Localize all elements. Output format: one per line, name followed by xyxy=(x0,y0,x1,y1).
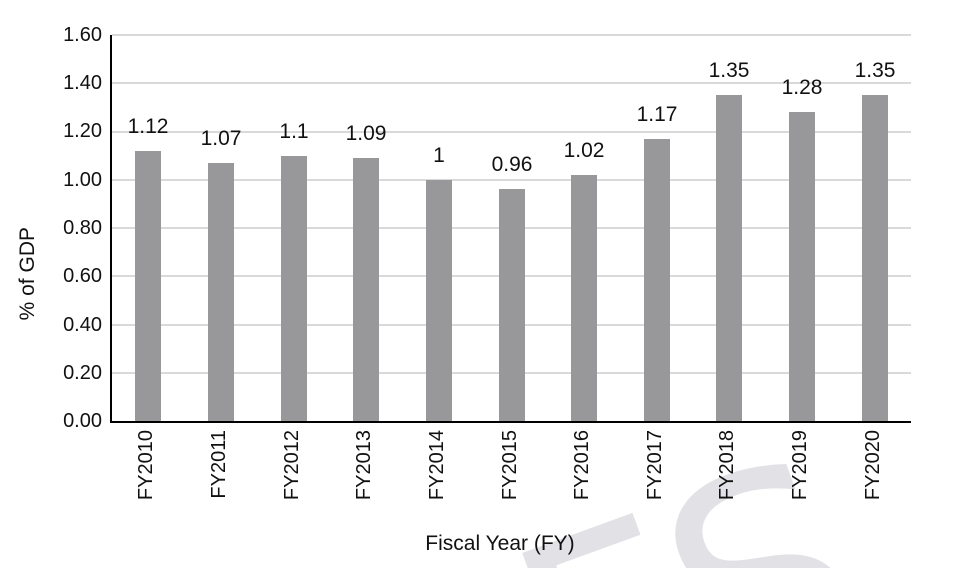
bar-value-label: 1.35 xyxy=(708,59,750,82)
x-tick-label: FY2011 xyxy=(208,430,230,499)
x-tick-label: FY2017 xyxy=(644,430,666,501)
bar-FY2017 xyxy=(644,139,670,421)
y-tick-label: 1.00 xyxy=(63,169,102,191)
plot-area: 1.12 1.07 1.1 1.09 1 0.96 1.02 1.17 1.35 1.28 1.35 xyxy=(110,34,911,423)
gridline xyxy=(112,178,911,181)
x-axis-title: Fiscal Year (FY) xyxy=(425,532,575,555)
y-tick-label: 1.40 xyxy=(63,72,102,94)
bar-value-label: 1.12 xyxy=(127,115,169,138)
y-tick-label: 1.20 xyxy=(63,120,102,142)
bar-value-label: 1.1 xyxy=(279,120,309,143)
bar-FY2015 xyxy=(499,189,525,421)
y-tick-label: 0.00 xyxy=(63,410,102,432)
bar-value-label: 1.07 xyxy=(200,127,242,150)
x-tick-label: FY2018 xyxy=(716,430,738,501)
bar-FY2014 xyxy=(426,180,452,421)
bar-FY2010 xyxy=(135,151,161,421)
bar-FY2011 xyxy=(208,163,234,421)
gridline xyxy=(112,130,911,133)
bar-value-label: 1.09 xyxy=(345,122,387,145)
y-axis-title: % of GDP xyxy=(16,227,39,321)
gridline xyxy=(112,82,911,85)
bar-value-label: 1.28 xyxy=(781,76,823,99)
y-tick-label: 0.40 xyxy=(63,314,102,336)
x-tick-label: FY2013 xyxy=(353,430,375,501)
bar-value-label: 0.96 xyxy=(491,153,533,176)
y-tick-label: 0.60 xyxy=(63,265,102,287)
bar-value-label: 1.02 xyxy=(563,139,605,162)
x-tick-label: FY2014 xyxy=(426,430,448,501)
y-tick-label: 0.80 xyxy=(63,217,102,239)
bar-FY2020 xyxy=(862,95,888,421)
x-tick-label: FY2019 xyxy=(789,430,811,501)
x-tick-label: FY2015 xyxy=(499,430,521,501)
y-tick-label: 0.20 xyxy=(63,362,102,384)
bar-FY2019 xyxy=(789,112,815,421)
gridline xyxy=(112,34,911,37)
x-tick-label: FY2016 xyxy=(571,430,593,501)
bar-FY2016 xyxy=(571,175,597,421)
y-tick-label: 1.60 xyxy=(63,24,102,46)
x-tick-label: FY2020 xyxy=(862,430,884,501)
bar-value-label: 1 xyxy=(433,144,445,167)
bar-FY2013 xyxy=(353,158,379,421)
x-tick-label: FY2012 xyxy=(281,430,303,501)
bar-value-label: 1.35 xyxy=(854,59,896,82)
bar-FY2012 xyxy=(281,156,307,421)
bar-value-label: 1.17 xyxy=(636,103,678,126)
x-tick-label: FY2010 xyxy=(135,430,157,501)
bar-FY2018 xyxy=(716,95,742,421)
